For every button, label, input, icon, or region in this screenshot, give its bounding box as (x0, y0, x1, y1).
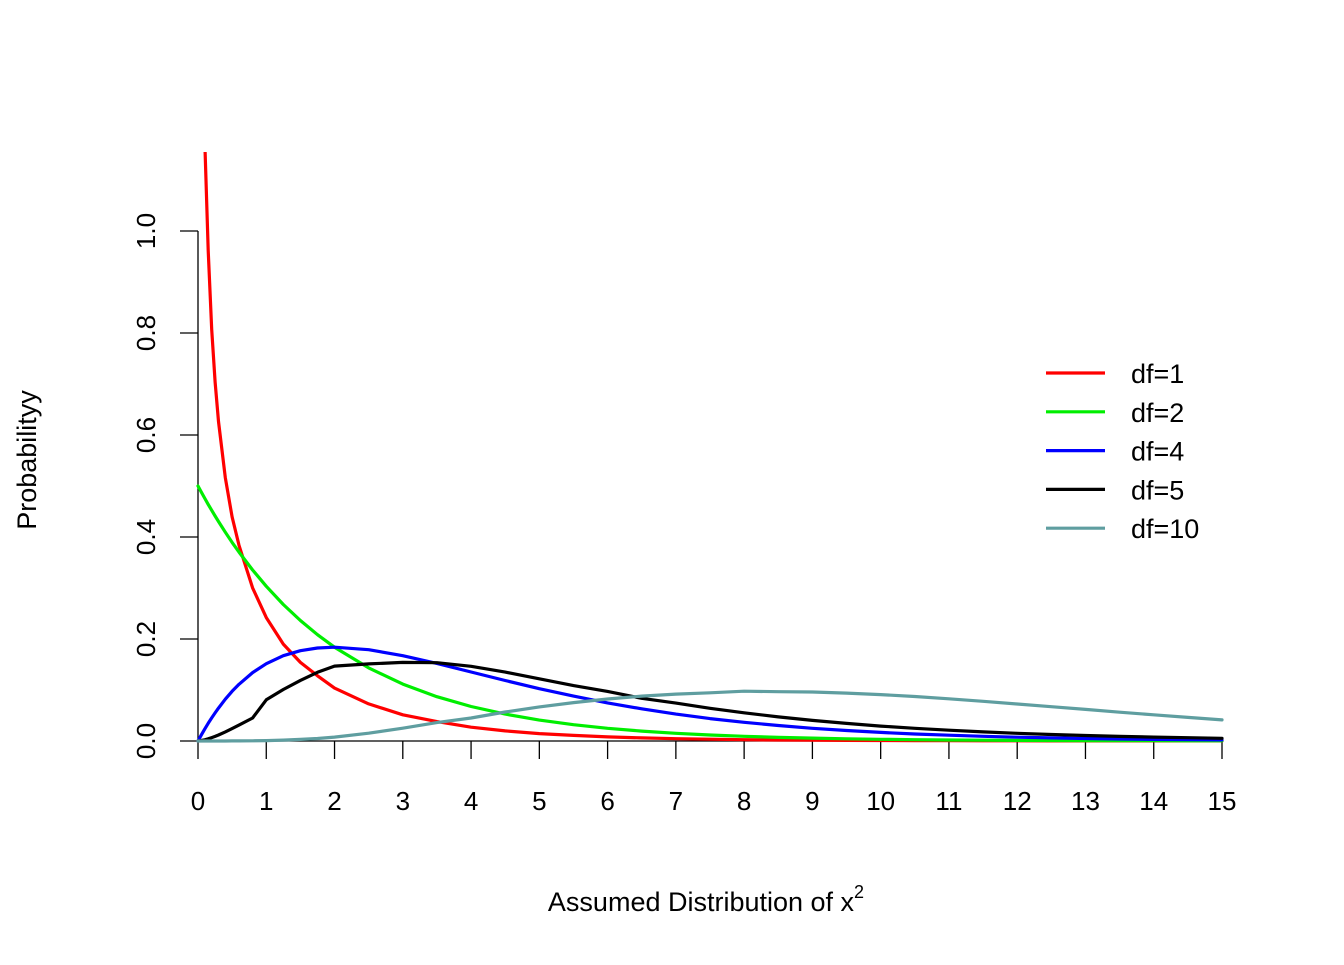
legend-label: df=10 (1131, 514, 1199, 544)
series-line-df-4 (196, 645, 1224, 743)
legend-label: df=2 (1131, 398, 1184, 428)
y-tick-label: 0.2 (131, 621, 161, 657)
x-tick-label: 14 (1139, 786, 1168, 816)
series-group (196, 152, 1224, 743)
y-tick-label: 0.0 (131, 723, 161, 759)
x-tick-label: 2 (327, 786, 341, 816)
x-tick-label: 6 (600, 786, 614, 816)
x-axis-title-text: Assumed Distribution of x (548, 887, 855, 917)
y-tick-label: 0.4 (131, 519, 161, 555)
x-axis-title-superscript: 2 (854, 882, 864, 902)
x-axis-title: Assumed Distribution of x2 (548, 882, 864, 917)
x-tick-label: 5 (532, 786, 546, 816)
y-axis-title: Probabilityy (12, 390, 42, 530)
x-tick-label: 9 (805, 786, 819, 816)
x-tick-label: 10 (866, 786, 895, 816)
x-tick-label: 7 (669, 786, 683, 816)
y-tick-label: 0.8 (131, 315, 161, 351)
x-tick-label: 3 (396, 786, 410, 816)
series-line-df-1 (203, 152, 1224, 743)
axes-group: 0 1 2 3 4 5 6 7 8 9 10 11 12 13 14 150.00.20.40.60.81.0 (131, 213, 1236, 816)
x-tick-label: 12 (1003, 786, 1032, 816)
x-tick-label: 8 (737, 786, 751, 816)
y-tick-label: 0.6 (131, 417, 161, 453)
x-tick-label: 4 (464, 786, 478, 816)
legend-label: df=5 (1131, 475, 1184, 505)
series-line-df-2 (196, 484, 1224, 743)
series-line-df-10 (196, 689, 1224, 743)
legend-label: df=1 (1131, 359, 1184, 389)
x-tick-label: 15 (1208, 786, 1237, 816)
series-line-df-5 (196, 660, 1224, 743)
x-tick-label: 11 (935, 786, 962, 816)
x-tick-label: 0 (191, 786, 205, 816)
y-tick-label: 1.0 (131, 213, 161, 249)
x-tick-label: 13 (1071, 786, 1100, 816)
legend-label: df=4 (1131, 437, 1184, 467)
x-tick-label: 1 (259, 786, 273, 816)
legend: df=1 df=2 df=4 df=5 df=10 (1046, 359, 1199, 544)
